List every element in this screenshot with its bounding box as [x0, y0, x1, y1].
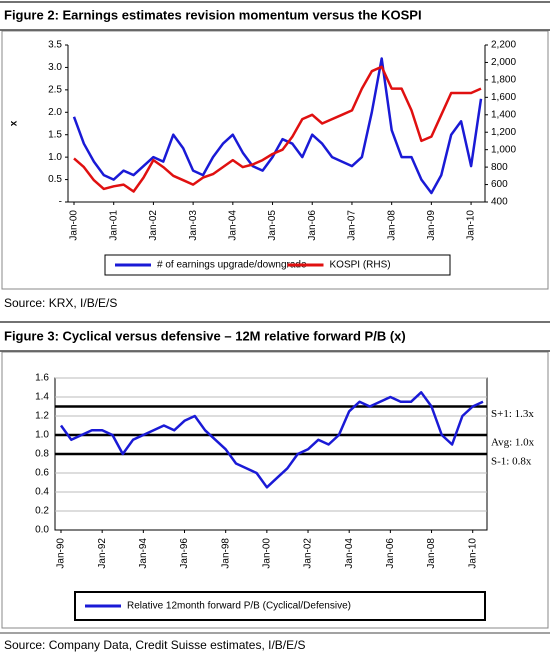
x-tick-label: Jan-09	[426, 210, 437, 241]
legend-label: KOSPI (RHS)	[330, 260, 391, 271]
legend-label: # of earnings upgrade/downgrade	[157, 260, 307, 271]
frame	[1, 30, 549, 290]
x-tick-label: Jan-04	[344, 538, 355, 569]
x-tick-label: Jan-01	[108, 210, 119, 241]
frame	[1, 351, 549, 629]
x-tick-label: Jan-92	[97, 538, 108, 569]
y-tick-label: 0.6	[35, 468, 49, 479]
x-tick-label: Jan-04	[227, 210, 238, 241]
x-tick-label: Jan-10	[467, 538, 478, 569]
legend-box	[74, 591, 486, 621]
series-line	[73, 65, 482, 193]
y2-tick-label: 1,000	[491, 144, 516, 155]
y-tick-label: 3.5	[48, 40, 62, 51]
reference-label: S+1: 1.3x	[491, 408, 534, 420]
y-tick-label: 0.4	[35, 487, 49, 498]
legend-label: Relative 12month forward P/B (Cyclical/D…	[127, 601, 351, 612]
y-tick-label: 1.4	[35, 392, 49, 403]
y2-tick-label: 1,600	[491, 92, 516, 103]
x-tick-label: Jan-08	[386, 210, 397, 241]
series-line	[72, 57, 483, 195]
y-tick-label: 1.2	[35, 411, 49, 422]
x-tick-label: Jan-02	[303, 538, 314, 569]
y2-tick-label: 1,200	[491, 127, 516, 138]
series-line	[59, 391, 484, 489]
x-tick-label: Jan-98	[220, 538, 231, 569]
y-tick-label: 1.0	[48, 152, 62, 163]
y2-tick-label: 2,200	[491, 40, 516, 51]
y-tick-label: 0.8	[35, 449, 49, 460]
y2-tick-label: 1,400	[491, 109, 516, 120]
y-tick-label: 0.2	[35, 506, 49, 517]
y-tick-label: -	[59, 197, 62, 208]
source: Source: KRX, I/B/E/S	[4, 296, 117, 310]
x-tick-label: Jan-08	[426, 538, 437, 569]
y-tick-label: 0.5	[48, 174, 62, 185]
reference-label: Avg: 1.0x	[491, 437, 535, 449]
y-tick-label: 1.0	[35, 430, 49, 441]
x-tick-label: Jan-06	[307, 210, 318, 241]
y2-tick-label: 2,000	[491, 57, 516, 68]
y-tick-label: 2.0	[48, 107, 62, 118]
y2-tick-label: 600	[491, 179, 508, 190]
y-axis-label: x	[9, 120, 20, 126]
y2-tick-label: 800	[491, 162, 508, 173]
y2-tick-label: 400	[491, 197, 508, 208]
x-tick-label: Jan-07	[347, 210, 358, 241]
x-tick-label: Jan-10	[466, 210, 477, 241]
x-tick-label: Jan-90	[56, 538, 67, 569]
x-tick-label: Jan-06	[385, 538, 396, 569]
y2-tick-label: 1,800	[491, 75, 516, 86]
y-tick-label: 1.5	[48, 129, 62, 140]
y-tick-label: 1.6	[35, 373, 49, 384]
x-tick-label: Jan-94	[138, 538, 149, 569]
x-tick-label: Jan-00	[69, 210, 80, 241]
source: Source: Company Data, Credit Suisse esti…	[4, 638, 305, 652]
x-tick-label: Jan-05	[267, 210, 278, 241]
chart-title: Figure 2: Earnings estimates revision mo…	[4, 7, 422, 22]
x-tick-label: Jan-96	[179, 538, 190, 569]
x-tick-label: Jan-02	[148, 210, 159, 241]
x-tick-label: Jan-03	[188, 210, 199, 241]
reference-label: S-1: 0.8x	[491, 456, 532, 468]
chart-title: Figure 3: Cyclical versus defensive – 12…	[4, 328, 406, 343]
y-tick-label: 3.0	[48, 62, 62, 73]
x-tick-label: Jan-00	[261, 538, 272, 569]
y-tick-label: 2.5	[48, 84, 62, 95]
y-tick-label: 0.0	[35, 525, 49, 536]
legend-box	[104, 254, 451, 276]
